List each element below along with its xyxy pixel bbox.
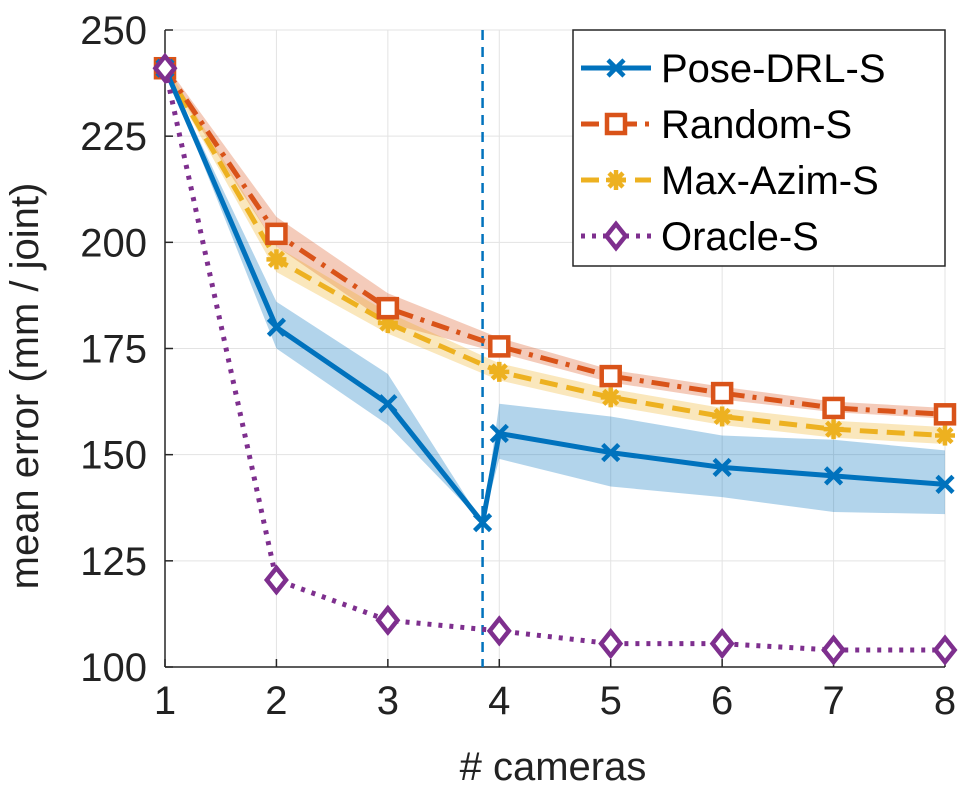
data-point — [375, 604, 401, 636]
data-point — [933, 403, 957, 426]
data-point — [712, 406, 733, 427]
data-point — [932, 634, 958, 666]
y-tick-label: 175 — [80, 328, 147, 372]
data-point — [488, 335, 511, 358]
x-tick-label: 1 — [154, 679, 176, 723]
data-point — [823, 466, 844, 486]
data-point — [486, 615, 512, 647]
data-point — [265, 222, 288, 246]
legend-marker — [606, 170, 626, 190]
y-tick-label: 125 — [80, 540, 147, 584]
legend: Pose-DRL-S Random-S Max-Azim-S Oracle-S — [572, 29, 946, 267]
series-line-oracle-s — [162, 67, 945, 653]
data-point — [712, 457, 732, 477]
x-axis-label: # cameras — [460, 745, 647, 788]
legend-label: Max-Azim-S — [661, 159, 879, 203]
tick-labels: 1 2 3 4 5 6 7 8 100 125 150 175 200 225 250 — [80, 9, 956, 723]
data-point — [709, 628, 735, 660]
data-point — [266, 317, 287, 337]
x-tick-label: 8 — [934, 679, 956, 723]
data-point — [376, 296, 400, 320]
data-point — [489, 423, 509, 444]
data-point — [935, 425, 955, 446]
data-point — [822, 396, 845, 420]
legend-marker — [604, 112, 628, 136]
x-tick-label: 7 — [822, 679, 844, 723]
y-tick-label: 200 — [80, 221, 147, 265]
data-point — [601, 442, 621, 463]
y-axis-label: mean error (mm / joint) — [3, 183, 47, 590]
data-point — [598, 628, 624, 660]
data-point — [821, 634, 847, 666]
data-point — [472, 513, 493, 533]
x-tick-label: 2 — [265, 679, 287, 723]
data-point — [935, 474, 955, 494]
y-tick-label: 250 — [80, 9, 147, 53]
data-point — [599, 364, 622, 388]
data-point — [263, 564, 289, 596]
legend-label: Pose-DRL-S — [661, 47, 886, 91]
data-point — [823, 419, 844, 440]
legend-marker — [606, 58, 626, 78]
legend-label: Random-S — [661, 103, 852, 147]
x-tick-label: 4 — [488, 679, 510, 723]
data-point — [266, 249, 287, 270]
data-point — [710, 381, 734, 405]
series-lines — [152, 52, 958, 666]
data-point — [378, 394, 398, 414]
series-line-random-s — [162, 66, 946, 417]
series-line-max-azim-s — [162, 66, 946, 439]
x-tick-label: 3 — [377, 679, 399, 723]
x-tick-label: 6 — [711, 679, 733, 723]
data-point — [152, 52, 178, 84]
legend-marker — [603, 220, 629, 252]
y-tick-label: 100 — [80, 646, 147, 690]
data-point — [489, 361, 510, 382]
y-tick-label: 225 — [80, 115, 147, 159]
legend-label: Oracle-S — [661, 215, 819, 259]
x-tick-label: 5 — [600, 679, 622, 723]
data-point — [600, 387, 621, 408]
y-tick-label: 150 — [80, 434, 147, 478]
